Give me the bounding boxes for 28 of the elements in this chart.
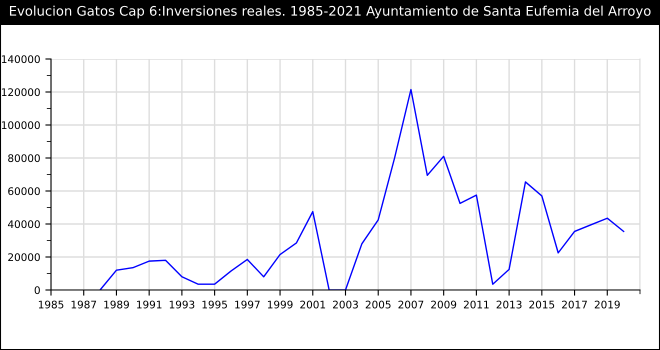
- x-tick-label: 2001: [300, 300, 326, 308]
- x-tick-label: 2013: [496, 300, 522, 308]
- x-tick-label: 1985: [38, 300, 64, 308]
- x-tick-label: 2017: [562, 300, 587, 308]
- x-tick-label: 2003: [333, 300, 358, 308]
- x-tick-label: 2019: [594, 300, 620, 308]
- x-tick-label: 1989: [104, 300, 129, 308]
- y-tick-label: 20000: [8, 253, 40, 262]
- line-series: [99, 88, 624, 290]
- x-tick-label: 2005: [366, 300, 391, 308]
- y-tick-label: 80000: [8, 154, 40, 162]
- x-tick-label: 2009: [431, 300, 456, 308]
- x-tick-label: 2007: [398, 300, 424, 308]
- chart-title: Evolucion Gatos Cap 6:Inversiones reales. 1985-2021 Ayuntamiento de Santa Eufemia del Arroyo: [10, 6, 651, 18]
- x-tick-label: 1991: [137, 300, 162, 308]
- x-tick-label: 2011: [464, 300, 489, 308]
- y-tick-label: 60000: [8, 187, 40, 196]
- y-tick-label: 0: [34, 286, 40, 294]
- y-tick-label: 40000: [8, 220, 40, 228]
- x-tick-label: 1987: [72, 300, 96, 308]
- x-tick-label: 1997: [235, 300, 260, 308]
- x-tick-label: 1993: [170, 300, 194, 308]
- y-tick-label: 140000: [2, 55, 40, 64]
- x-tick-label: 1995: [202, 300, 227, 308]
- x-tick-label: 2015: [529, 300, 554, 308]
- y-tick-label: 120000: [2, 88, 40, 96]
- x-tick-label: 1999: [268, 300, 293, 308]
- y-tick-label: 100000: [2, 121, 40, 130]
